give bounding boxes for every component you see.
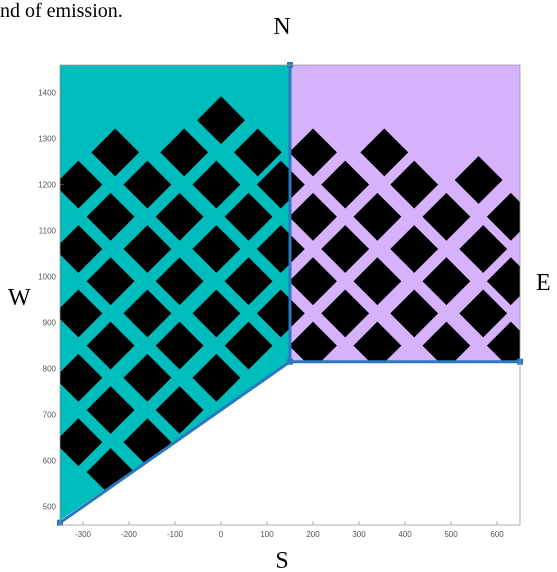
outside-domain-mask <box>60 361 520 525</box>
y-tick-label: 1000 <box>38 273 56 282</box>
tile-west <box>233 128 282 177</box>
tile-west <box>60 160 103 209</box>
tile-west <box>86 448 135 497</box>
boundary-vertex-marker <box>287 358 293 365</box>
tile-west <box>192 289 241 338</box>
x-tick-label: 200 <box>306 530 320 539</box>
tile-east <box>486 321 520 370</box>
tile-west <box>155 386 204 434</box>
tile-east <box>459 225 508 273</box>
tile-east <box>289 192 337 241</box>
tile-west <box>192 353 241 402</box>
tile-east <box>321 289 370 338</box>
tile-west <box>155 321 204 370</box>
tile-west <box>192 160 241 209</box>
tile-west <box>86 192 135 241</box>
plot-area <box>57 62 523 526</box>
y-tick-label: 900 <box>43 319 57 328</box>
x-tick-label: 0 <box>219 530 224 539</box>
tile-west <box>160 128 209 177</box>
caption-fragment: nd of emission. <box>0 0 123 22</box>
tile-west <box>192 225 241 273</box>
tile-west <box>197 96 245 145</box>
tile-west <box>224 321 273 370</box>
tile-east <box>289 128 337 177</box>
compass-south-label: S <box>275 548 288 572</box>
tile-east <box>353 321 402 370</box>
y-tick-label: 500 <box>43 503 57 512</box>
plot-frame <box>59 64 521 526</box>
tile-west <box>224 257 273 306</box>
x-tick-label: -300 <box>75 530 92 539</box>
tiles-layer <box>60 96 520 525</box>
tile-west <box>60 225 103 273</box>
x-tick-label: 400 <box>398 530 412 539</box>
tile-east <box>459 289 508 338</box>
x-tick-label: -200 <box>121 530 138 539</box>
x-tick-label: 300 <box>352 530 366 539</box>
tile-west <box>123 289 172 338</box>
y-tick-label: 1400 <box>38 89 56 98</box>
tile-west <box>91 128 140 177</box>
x-tick-label: 100 <box>260 530 274 539</box>
tile-east <box>321 160 370 209</box>
tile-west <box>224 192 273 241</box>
tile-west <box>155 257 204 306</box>
tile-west <box>86 257 135 306</box>
tile-west <box>256 289 305 338</box>
diagonal-boundary-line <box>59 360 291 524</box>
tile-east <box>353 257 402 306</box>
tile-east <box>321 225 370 273</box>
tile-west <box>123 225 172 273</box>
tile-west <box>123 353 172 402</box>
tile-east <box>486 192 520 241</box>
tile-west <box>60 353 103 402</box>
tile-west <box>155 192 204 241</box>
tile-west <box>86 386 135 434</box>
x-tick-label: -100 <box>167 530 184 539</box>
x-tick-label: 500 <box>444 530 458 539</box>
tile-west <box>256 160 305 209</box>
x-tick-label: 600 <box>490 530 504 539</box>
tile-west <box>123 160 172 209</box>
tile-west <box>60 418 103 467</box>
compass-north-label: N <box>273 14 290 40</box>
tile-east <box>454 156 503 204</box>
tile-west <box>86 321 135 370</box>
y-tick-label: 1200 <box>38 181 56 190</box>
compass-west-label: W <box>8 285 31 311</box>
tile-east <box>422 321 471 370</box>
tile-east <box>422 192 471 241</box>
tile-east <box>289 257 337 306</box>
axes: -300 -200 -100 0 100 200 300 400 500 600 500 600 700… <box>38 64 521 539</box>
y-tick-label: 1300 <box>38 135 56 144</box>
tile-west <box>60 289 103 338</box>
tile-east <box>390 289 439 338</box>
y-tick-label: 700 <box>43 411 57 420</box>
tile-east <box>289 321 337 370</box>
tile-east <box>422 257 471 306</box>
tile-east <box>360 128 409 177</box>
tile-east <box>353 192 402 241</box>
y-tick-label: 800 <box>43 365 57 374</box>
tile-west <box>256 225 305 273</box>
tile-east <box>390 225 439 273</box>
tile-east <box>390 160 439 209</box>
y-tick-label: 1100 <box>39 227 57 236</box>
tile-east <box>486 257 520 306</box>
compass-east-label: E <box>536 270 551 296</box>
y-tick-label: 600 <box>43 457 57 466</box>
